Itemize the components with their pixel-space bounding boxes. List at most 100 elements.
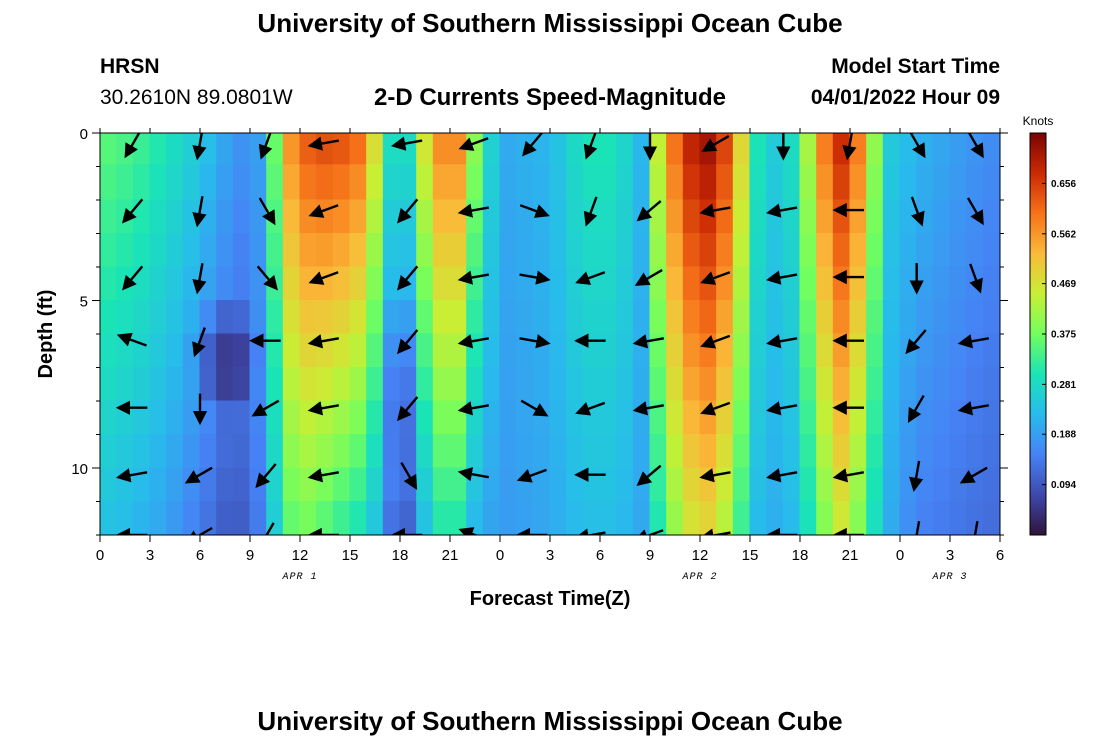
heatmap-cell bbox=[649, 133, 668, 166]
x-tick-label: 18 bbox=[792, 547, 809, 564]
heatmap-cell bbox=[100, 164, 118, 201]
heatmap-cell bbox=[632, 300, 651, 335]
heatmap-cell bbox=[982, 467, 1000, 502]
heatmap-cell bbox=[366, 266, 384, 301]
heatmap-cell bbox=[449, 400, 468, 435]
heatmap-cell bbox=[732, 333, 751, 368]
heatmap-cell bbox=[866, 300, 884, 335]
heatmap-cell bbox=[816, 400, 834, 435]
heatmap-cell bbox=[966, 133, 984, 166]
current-vector-arrow bbox=[519, 270, 551, 285]
heatmap-cell bbox=[632, 333, 651, 368]
heatmap-cell bbox=[632, 434, 651, 469]
heatmap-cell bbox=[216, 434, 234, 469]
heatmap-cell bbox=[799, 467, 818, 502]
heatmap-cell bbox=[982, 434, 1000, 469]
heatmap-cell bbox=[216, 133, 234, 166]
heatmap-cell bbox=[216, 300, 234, 335]
heatmap-cell bbox=[532, 434, 551, 469]
heatmap-cell bbox=[166, 367, 184, 402]
heatmap-cell bbox=[166, 434, 184, 469]
heatmap-cell bbox=[732, 467, 751, 502]
heatmap-cell bbox=[649, 300, 668, 335]
heatmap-cell bbox=[499, 434, 518, 469]
heatmap-cell bbox=[899, 367, 918, 402]
heatmap-cell bbox=[882, 164, 901, 201]
heatmap-cell bbox=[782, 300, 801, 335]
heatmap-cell bbox=[532, 333, 551, 368]
heatmap-cell bbox=[899, 233, 918, 268]
heatmap-cell bbox=[416, 400, 434, 435]
heatmap-cell bbox=[766, 467, 784, 502]
x-tick-label: 12 bbox=[692, 547, 709, 564]
heatmap-cell bbox=[649, 434, 668, 469]
current-vector-arrow bbox=[307, 401, 339, 416]
heatmap-cell bbox=[699, 233, 718, 268]
heatmap-cell bbox=[332, 233, 351, 268]
x-axis-label: Forecast Time(Z) bbox=[470, 588, 631, 610]
heatmap-cell bbox=[382, 164, 401, 201]
heatmap-cell bbox=[116, 266, 134, 301]
heatmap-cell bbox=[749, 434, 768, 469]
heatmap-cell bbox=[966, 501, 984, 535]
heatmap-cell bbox=[232, 300, 251, 335]
heatmap-cell bbox=[816, 233, 834, 268]
heatmap-cell bbox=[749, 266, 768, 301]
current-vector-arrow bbox=[583, 133, 598, 160]
heatmap-cell bbox=[949, 164, 968, 201]
heatmap-cell bbox=[266, 333, 284, 368]
heatmap-cell bbox=[466, 434, 484, 469]
heatmap-cell bbox=[316, 367, 334, 402]
heatmap-cell bbox=[332, 199, 351, 234]
x-tick-label: 0 bbox=[896, 547, 904, 564]
heatmap-cell bbox=[349, 233, 368, 268]
heatmap-cell bbox=[399, 333, 418, 368]
heatmap-cell bbox=[516, 233, 534, 268]
heatmap-cell bbox=[216, 164, 234, 201]
current-vector-arrow bbox=[308, 204, 339, 218]
current-vector-arrow bbox=[634, 269, 663, 286]
heatmap-cell bbox=[632, 266, 651, 301]
current-vector-arrow bbox=[184, 466, 213, 484]
current-vector-arrow bbox=[457, 334, 489, 349]
heatmap-cell bbox=[666, 164, 684, 201]
heatmap-cell bbox=[682, 266, 701, 301]
heatmap-cell bbox=[466, 501, 484, 535]
current-vector-arrow bbox=[520, 399, 549, 417]
heatmap-cell bbox=[682, 400, 701, 435]
heatmap-cell bbox=[199, 467, 218, 502]
heatmap-cell bbox=[416, 300, 434, 335]
heatmap-cell bbox=[149, 164, 168, 201]
heatmap-cell bbox=[799, 266, 818, 301]
heatmap-cell bbox=[132, 300, 151, 335]
heatmap-cell bbox=[332, 266, 351, 301]
heatmap-cell bbox=[282, 367, 301, 402]
current-vector-arrow bbox=[192, 133, 207, 161]
current-vector-arrow bbox=[973, 521, 979, 535]
heatmap-cell bbox=[699, 300, 718, 335]
heatmap-cell bbox=[232, 133, 251, 166]
heatmap-cell bbox=[349, 266, 368, 301]
colorbar-tick-label: 0.562 bbox=[1051, 229, 1076, 240]
heatmap-cell bbox=[949, 300, 968, 335]
heatmap-cell bbox=[449, 199, 468, 234]
heatmap-cell bbox=[349, 434, 368, 469]
heatmap-cell bbox=[932, 501, 951, 535]
current-vector-arrow bbox=[307, 136, 339, 151]
x-tick-label: 12 bbox=[292, 547, 309, 564]
heatmap-cell bbox=[382, 133, 401, 166]
heatmap-cell bbox=[516, 266, 534, 301]
x-tick-label: 21 bbox=[842, 547, 859, 564]
current-vector-arrow bbox=[574, 528, 606, 535]
heatmap-cell bbox=[100, 400, 118, 435]
heatmap-cell bbox=[499, 467, 518, 502]
heatmap-cell bbox=[100, 501, 118, 535]
current-vector-arrow bbox=[701, 135, 730, 152]
current-vector-arrow bbox=[909, 460, 924, 493]
current-vector-arrow bbox=[632, 334, 664, 349]
current-vector-arrow bbox=[636, 464, 662, 487]
heatmap-cell bbox=[182, 467, 201, 502]
heatmap-cell bbox=[332, 367, 351, 402]
heatmap-cell bbox=[716, 367, 734, 402]
heatmap-cell bbox=[149, 434, 168, 469]
